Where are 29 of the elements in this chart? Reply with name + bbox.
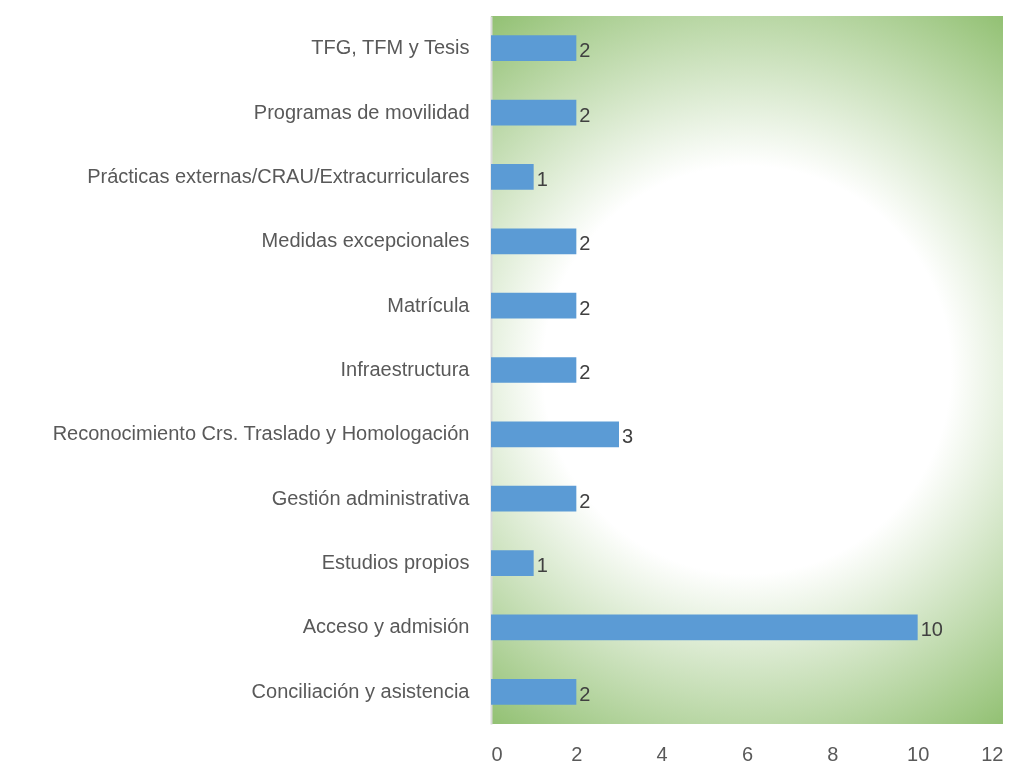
data-label: 2 [579, 39, 591, 62]
data-label: 2 [579, 103, 591, 126]
y-tick-label: Programas de movilidad [253, 100, 470, 123]
x-tick-label: 4 [656, 742, 668, 765]
data-label: 2 [579, 682, 591, 705]
x-tick-label: 10 [907, 742, 930, 765]
data-label: 1 [536, 167, 548, 190]
data-label: 2 [579, 361, 591, 383]
y-tick-label: TFG, TFM y Tesis [311, 36, 470, 59]
data-label: 2 [579, 232, 591, 255]
data-label: 2 [579, 296, 591, 319]
y-tick-label: Gestión administrativa [271, 486, 471, 509]
y-tick-label: Conciliación y asistencia [251, 679, 471, 702]
data-label: 1 [536, 554, 548, 577]
x-tick-label: 12 [981, 742, 1004, 765]
x-tick-label: 8 [827, 742, 839, 765]
data-label: 10 [920, 618, 943, 641]
data-label: 2 [579, 489, 591, 512]
data-label: 3 [622, 425, 634, 448]
x-tick-label: 6 [741, 742, 754, 765]
y-tick-label: Estudios propios [321, 551, 470, 574]
x-tick-label: 2 [571, 742, 583, 765]
y-tick-label: Prácticas externas/CRAU/Extracurriculares [87, 164, 470, 187]
x-tick-label: 0 [491, 742, 503, 765]
y-tick-label: Infraestructura [340, 358, 471, 380]
y-tick-label: Medidas excepcionales [261, 229, 470, 252]
y-tick-label: Reconocimiento Crs. Traslado y Homologación [52, 422, 470, 445]
y-tick-label: Matrícula [387, 293, 471, 316]
y-tick-label: Acceso y admisión [302, 615, 470, 638]
